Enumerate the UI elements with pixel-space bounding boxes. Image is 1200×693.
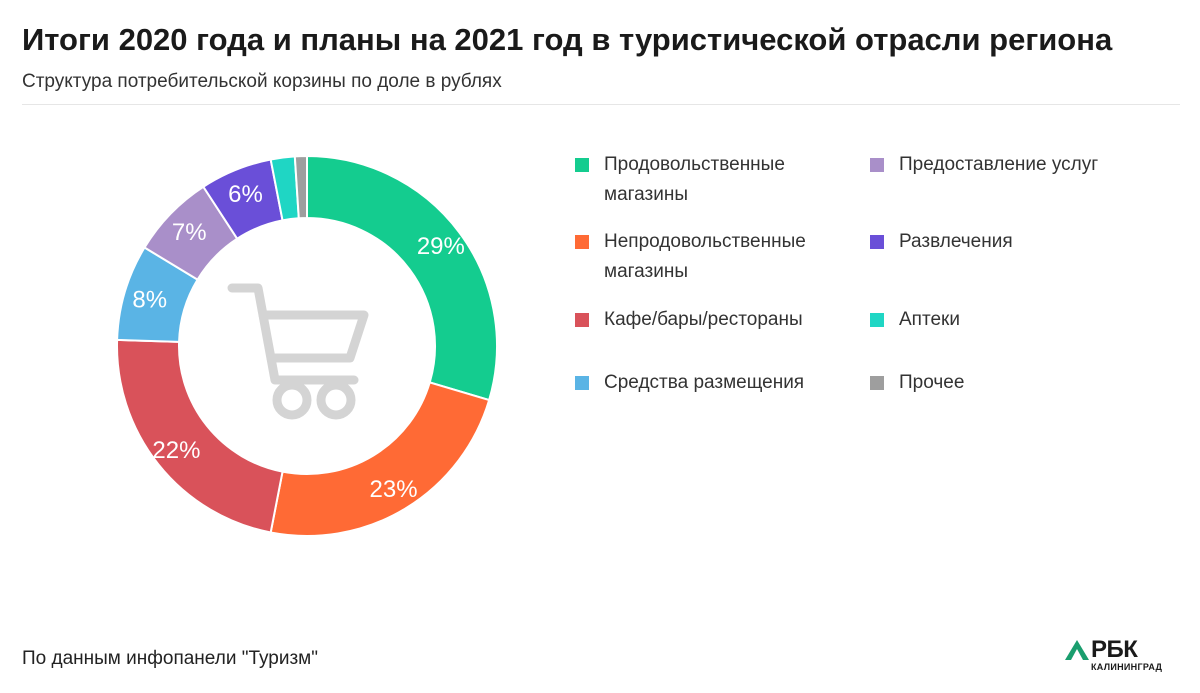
legend-label: Продовольственные магазины [604, 154, 785, 205]
header-divider [22, 104, 1180, 105]
rbk-logo: РБК КАЛИНИНГРАД [1065, 636, 1180, 678]
donut-chart: 29% 23% 22% 8% 7% 6% [116, 154, 498, 537]
slice-label: 23% [370, 476, 418, 503]
slice-label: 7% [172, 219, 207, 246]
legend-swatch [575, 313, 589, 327]
donut-slices [116, 154, 498, 537]
donut-slice-labels: 29% 23% 22% 8% 7% 6% [132, 181, 464, 503]
legend-label: Аптеки [899, 309, 960, 330]
legend-label: Развлечения [899, 231, 1013, 252]
donut-slice [293, 154, 308, 220]
legend-swatch [575, 235, 589, 249]
legend-item: Развлечения [870, 227, 1149, 257]
chart-title: Итоги 2020 года и планы на 2021 год в ту… [22, 22, 1113, 57]
legend-item: Предоставление услуг [870, 150, 1149, 180]
legend-swatch [870, 313, 884, 327]
source-note: По данным инфопанели "Туризм" [22, 648, 318, 669]
legend-swatch [575, 158, 589, 172]
legend-swatch [870, 376, 884, 390]
legend-item: Прочее [870, 368, 1149, 398]
legend-item: Аптеки [870, 305, 1149, 335]
chart-legend: Продовольственные магазины Непродовольств… [0, 150, 1200, 410]
slice-label: 6% [228, 181, 263, 208]
legend-label: Предоставление услуг [899, 154, 1099, 175]
legend-item: Кафе/бары/рестораны [575, 305, 854, 335]
legend-item: Средства размещения [575, 368, 854, 398]
legend-label: Средства размещения [604, 372, 805, 393]
rbk-logo-text: РБК [1091, 636, 1138, 663]
slice-label: 8% [132, 286, 167, 313]
legend-label: Кафе/бары/рестораны [604, 309, 803, 330]
slice-label: 22% [152, 437, 200, 464]
legend-swatch [870, 235, 884, 249]
rbk-logo-subtitle: КАЛИНИНГРАД [1091, 662, 1163, 672]
shopping-cart-icon [227, 283, 369, 420]
rbk-logo-mark [1065, 640, 1089, 660]
legend-item: Продовольственные магазины [575, 150, 854, 210]
legend-label: Непродовольственные магазины [604, 231, 806, 282]
slice-label: 29% [417, 233, 465, 260]
legend-item: Непродовольственные магазины [575, 227, 854, 287]
legend-swatch [870, 158, 884, 172]
chart-subtitle: Структура потребительской корзины по дол… [22, 71, 502, 92]
legend-swatch [575, 376, 589, 390]
donut-slice [306, 154, 498, 402]
legend-label: Прочее [899, 372, 965, 393]
